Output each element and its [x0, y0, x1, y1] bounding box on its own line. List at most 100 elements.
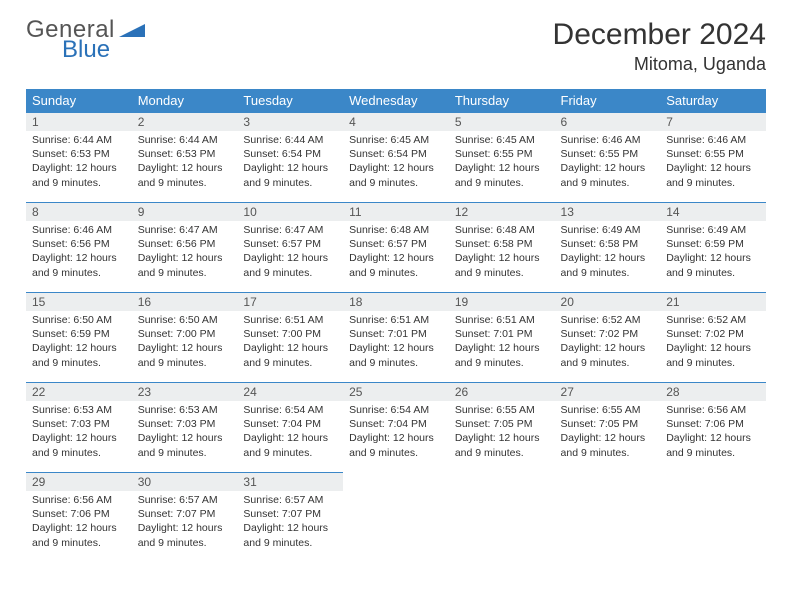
- day-body: Sunrise: 6:48 AMSunset: 6:58 PMDaylight:…: [449, 221, 555, 286]
- day-number: 16: [132, 293, 238, 311]
- day-body: Sunrise: 6:45 AMSunset: 6:55 PMDaylight:…: [449, 131, 555, 196]
- daylight-line: Daylight: 12 hours and 9 minutes.: [561, 161, 655, 189]
- daylight-line: Daylight: 12 hours and 9 minutes.: [666, 341, 760, 369]
- daylight-line: Daylight: 12 hours and 9 minutes.: [666, 251, 760, 279]
- daylight-line: Daylight: 12 hours and 9 minutes.: [243, 341, 337, 369]
- sunset-line: Sunset: 7:04 PM: [243, 417, 337, 431]
- day-body: Sunrise: 6:44 AMSunset: 6:54 PMDaylight:…: [237, 131, 343, 196]
- day-body: Sunrise: 6:56 AMSunset: 7:06 PMDaylight:…: [660, 401, 766, 466]
- daylight-line: Daylight: 12 hours and 9 minutes.: [455, 341, 549, 369]
- day-body: Sunrise: 6:51 AMSunset: 7:01 PMDaylight:…: [343, 311, 449, 376]
- day-cell: 29Sunrise: 6:56 AMSunset: 7:06 PMDayligh…: [26, 473, 132, 563]
- sunrise-line: Sunrise: 6:56 AM: [666, 403, 760, 417]
- day-number: 2: [132, 113, 238, 131]
- sunrise-line: Sunrise: 6:49 AM: [666, 223, 760, 237]
- day-body: Sunrise: 6:56 AMSunset: 7:06 PMDaylight:…: [26, 491, 132, 556]
- sunset-line: Sunset: 7:04 PM: [349, 417, 443, 431]
- daylight-line: Daylight: 12 hours and 9 minutes.: [666, 161, 760, 189]
- day-number: 22: [26, 383, 132, 401]
- sunset-line: Sunset: 6:57 PM: [243, 237, 337, 251]
- sunset-line: Sunset: 7:07 PM: [243, 507, 337, 521]
- sunset-line: Sunset: 7:05 PM: [455, 417, 549, 431]
- month-title: December 2024: [553, 18, 766, 52]
- sunrise-line: Sunrise: 6:54 AM: [349, 403, 443, 417]
- day-number: 9: [132, 203, 238, 221]
- day-cell: 14Sunrise: 6:49 AMSunset: 6:59 PMDayligh…: [660, 203, 766, 293]
- day-cell: 12Sunrise: 6:48 AMSunset: 6:58 PMDayligh…: [449, 203, 555, 293]
- daylight-line: Daylight: 12 hours and 9 minutes.: [561, 251, 655, 279]
- sunset-line: Sunset: 6:53 PM: [32, 147, 126, 161]
- day-cell: 13Sunrise: 6:49 AMSunset: 6:58 PMDayligh…: [555, 203, 661, 293]
- sunrise-line: Sunrise: 6:47 AM: [138, 223, 232, 237]
- day-cell: [449, 473, 555, 563]
- sunrise-line: Sunrise: 6:49 AM: [561, 223, 655, 237]
- day-body: Sunrise: 6:44 AMSunset: 6:53 PMDaylight:…: [26, 131, 132, 196]
- daylight-line: Daylight: 12 hours and 9 minutes.: [138, 251, 232, 279]
- sunset-line: Sunset: 6:55 PM: [561, 147, 655, 161]
- daylight-line: Daylight: 12 hours and 9 minutes.: [32, 431, 126, 459]
- daylight-line: Daylight: 12 hours and 9 minutes.: [138, 161, 232, 189]
- day-number: 28: [660, 383, 766, 401]
- day-body: Sunrise: 6:57 AMSunset: 7:07 PMDaylight:…: [132, 491, 238, 556]
- sunrise-line: Sunrise: 6:53 AM: [32, 403, 126, 417]
- sunset-line: Sunset: 6:55 PM: [455, 147, 549, 161]
- day-body: Sunrise: 6:48 AMSunset: 6:57 PMDaylight:…: [343, 221, 449, 286]
- logo-triangle-icon: [119, 18, 145, 42]
- day-number: 30: [132, 473, 238, 491]
- sunrise-line: Sunrise: 6:54 AM: [243, 403, 337, 417]
- day-number: 10: [237, 203, 343, 221]
- day-body: Sunrise: 6:53 AMSunset: 7:03 PMDaylight:…: [132, 401, 238, 466]
- weekday-header: Saturday: [660, 89, 766, 113]
- weekday-header: Thursday: [449, 89, 555, 113]
- daylight-line: Daylight: 12 hours and 9 minutes.: [666, 431, 760, 459]
- weekday-header-row: Sunday Monday Tuesday Wednesday Thursday…: [26, 89, 766, 113]
- sunrise-line: Sunrise: 6:55 AM: [455, 403, 549, 417]
- day-cell: 30Sunrise: 6:57 AMSunset: 7:07 PMDayligh…: [132, 473, 238, 563]
- sunrise-line: Sunrise: 6:45 AM: [349, 133, 443, 147]
- day-number: 24: [237, 383, 343, 401]
- day-number: 27: [555, 383, 661, 401]
- day-cell: 2Sunrise: 6:44 AMSunset: 6:53 PMDaylight…: [132, 113, 238, 203]
- sunset-line: Sunset: 7:01 PM: [455, 327, 549, 341]
- day-number: 25: [343, 383, 449, 401]
- sunset-line: Sunset: 6:59 PM: [32, 327, 126, 341]
- sunset-line: Sunset: 7:06 PM: [666, 417, 760, 431]
- week-row: 15Sunrise: 6:50 AMSunset: 6:59 PMDayligh…: [26, 293, 766, 383]
- sunrise-line: Sunrise: 6:46 AM: [666, 133, 760, 147]
- header: General Blue December 2024 Mitoma, Ugand…: [26, 18, 766, 75]
- day-number: 29: [26, 473, 132, 491]
- day-cell: 23Sunrise: 6:53 AMSunset: 7:03 PMDayligh…: [132, 383, 238, 473]
- day-body: Sunrise: 6:46 AMSunset: 6:56 PMDaylight:…: [26, 221, 132, 286]
- day-cell: 21Sunrise: 6:52 AMSunset: 7:02 PMDayligh…: [660, 293, 766, 383]
- sunset-line: Sunset: 7:01 PM: [349, 327, 443, 341]
- day-cell: 15Sunrise: 6:50 AMSunset: 6:59 PMDayligh…: [26, 293, 132, 383]
- day-number: 5: [449, 113, 555, 131]
- sunrise-line: Sunrise: 6:51 AM: [243, 313, 337, 327]
- daylight-line: Daylight: 12 hours and 9 minutes.: [349, 251, 443, 279]
- day-cell: 26Sunrise: 6:55 AMSunset: 7:05 PMDayligh…: [449, 383, 555, 473]
- sunrise-line: Sunrise: 6:55 AM: [561, 403, 655, 417]
- day-cell: 28Sunrise: 6:56 AMSunset: 7:06 PMDayligh…: [660, 383, 766, 473]
- daylight-line: Daylight: 12 hours and 9 minutes.: [138, 341, 232, 369]
- day-number: 23: [132, 383, 238, 401]
- sunrise-line: Sunrise: 6:48 AM: [455, 223, 549, 237]
- day-body: Sunrise: 6:49 AMSunset: 6:58 PMDaylight:…: [555, 221, 661, 286]
- day-body: Sunrise: 6:47 AMSunset: 6:56 PMDaylight:…: [132, 221, 238, 286]
- sunrise-line: Sunrise: 6:44 AM: [32, 133, 126, 147]
- day-cell: 18Sunrise: 6:51 AMSunset: 7:01 PMDayligh…: [343, 293, 449, 383]
- day-body: Sunrise: 6:51 AMSunset: 7:00 PMDaylight:…: [237, 311, 343, 376]
- sunrise-line: Sunrise: 6:50 AM: [138, 313, 232, 327]
- day-number: 17: [237, 293, 343, 311]
- day-cell: 4Sunrise: 6:45 AMSunset: 6:54 PMDaylight…: [343, 113, 449, 203]
- day-number: 26: [449, 383, 555, 401]
- day-number: 13: [555, 203, 661, 221]
- day-number: 14: [660, 203, 766, 221]
- day-cell: [660, 473, 766, 563]
- weekday-header: Monday: [132, 89, 238, 113]
- sunset-line: Sunset: 7:00 PM: [138, 327, 232, 341]
- sunset-line: Sunset: 7:05 PM: [561, 417, 655, 431]
- daylight-line: Daylight: 12 hours and 9 minutes.: [561, 431, 655, 459]
- sunrise-line: Sunrise: 6:45 AM: [455, 133, 549, 147]
- daylight-line: Daylight: 12 hours and 9 minutes.: [32, 521, 126, 549]
- day-body: Sunrise: 6:45 AMSunset: 6:54 PMDaylight:…: [343, 131, 449, 196]
